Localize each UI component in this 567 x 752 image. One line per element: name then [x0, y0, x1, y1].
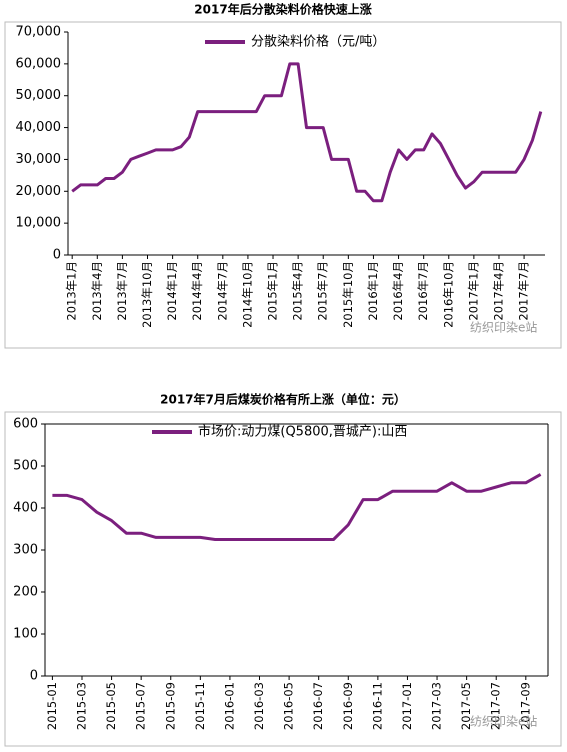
x-tick-label: 2015-07: [134, 682, 148, 730]
x-tick-label: 2014年1月: [165, 261, 179, 321]
x-tick-label: 2015-03: [74, 682, 88, 730]
x-tick-label: 2014年7月: [215, 261, 229, 321]
x-tick-label: 2015-09: [163, 682, 177, 730]
watermark: 纺织印染e站: [470, 714, 537, 729]
y-tick-label: 0: [30, 669, 38, 684]
x-tick-label: 2014年4月: [190, 261, 204, 321]
y-tick-label: 100: [13, 627, 38, 642]
watermark: 纺织印染e站: [470, 320, 537, 335]
y-tick-label: 300: [13, 543, 38, 558]
x-tick-label: 2016年4月: [391, 261, 405, 321]
y-tick-label: 70,000: [16, 25, 62, 40]
chart-frame: [4, 411, 562, 747]
x-tick-label: 2015年1月: [266, 261, 280, 321]
x-tick-label: 2013年1月: [65, 261, 79, 321]
x-tick-label: 2017年1月: [466, 261, 480, 321]
chart-title: 2017年后分散染料价格快速上涨: [194, 2, 371, 17]
chart-frame: [4, 21, 562, 349]
y-tick-label: 200: [13, 585, 38, 600]
y-tick-label: 50,000: [16, 88, 62, 103]
x-tick-label: 2017-05: [459, 682, 473, 730]
x-tick-label: 2016-07: [311, 682, 325, 730]
x-tick-label: 2015-05: [104, 682, 118, 730]
x-tick-label: 2017年4月: [491, 261, 505, 321]
y-tick-label: 20,000: [16, 184, 62, 199]
x-tick-label: 2015年4月: [291, 261, 305, 321]
x-tick-label: 2016-03: [252, 682, 266, 730]
x-tick-label: 2015年10月: [341, 261, 355, 328]
x-tick-label: 2015-01: [45, 682, 59, 730]
x-tick-label: 2015年7月: [316, 261, 330, 321]
x-tick-label: 2013年10月: [140, 261, 154, 328]
x-tick-label: 2014年10月: [240, 261, 254, 328]
x-tick-label: 2016-01: [222, 682, 236, 730]
y-tick-label: 0: [53, 248, 61, 263]
x-tick-label: 2013年4月: [90, 261, 104, 321]
y-tick-label: 40,000: [16, 120, 62, 135]
chart-title: 2017年7月后煤炭价格有所上涨（单位：元）: [160, 392, 406, 407]
x-tick-label: 2016-09: [341, 682, 355, 730]
x-tick-label: 2017-07: [489, 682, 503, 730]
x-tick-label: 2016年10月: [441, 261, 455, 328]
legend-label: 市场价:动力煤(Q5800,晋城产):山西: [198, 424, 407, 440]
x-tick-label: 2013年7月: [115, 261, 129, 321]
x-tick-label: 2016-11: [370, 682, 384, 730]
data-line: [71, 62, 543, 203]
x-tick-label: 2016年1月: [366, 261, 380, 321]
y-tick-label: 10,000: [16, 216, 62, 231]
legend-label: 分散染料价格（元/吨）: [251, 34, 385, 50]
y-tick-label: 500: [13, 459, 38, 474]
y-tick-label: 600: [13, 417, 38, 432]
y-tick-label: 30,000: [16, 152, 62, 167]
y-tick-label: 400: [13, 501, 38, 516]
x-tick-label: 2016-05: [282, 682, 296, 730]
x-tick-label: 2017-03: [430, 682, 444, 730]
x-tick-label: 2017年7月: [517, 261, 531, 321]
x-tick-label: 2016年7月: [416, 261, 430, 321]
y-tick-label: 60,000: [16, 56, 62, 71]
x-tick-label: 2015-11: [193, 682, 207, 730]
data-line: [52, 473, 542, 541]
x-tick-label: 2017-09: [518, 682, 532, 730]
x-tick-label: 2017-01: [400, 682, 414, 730]
